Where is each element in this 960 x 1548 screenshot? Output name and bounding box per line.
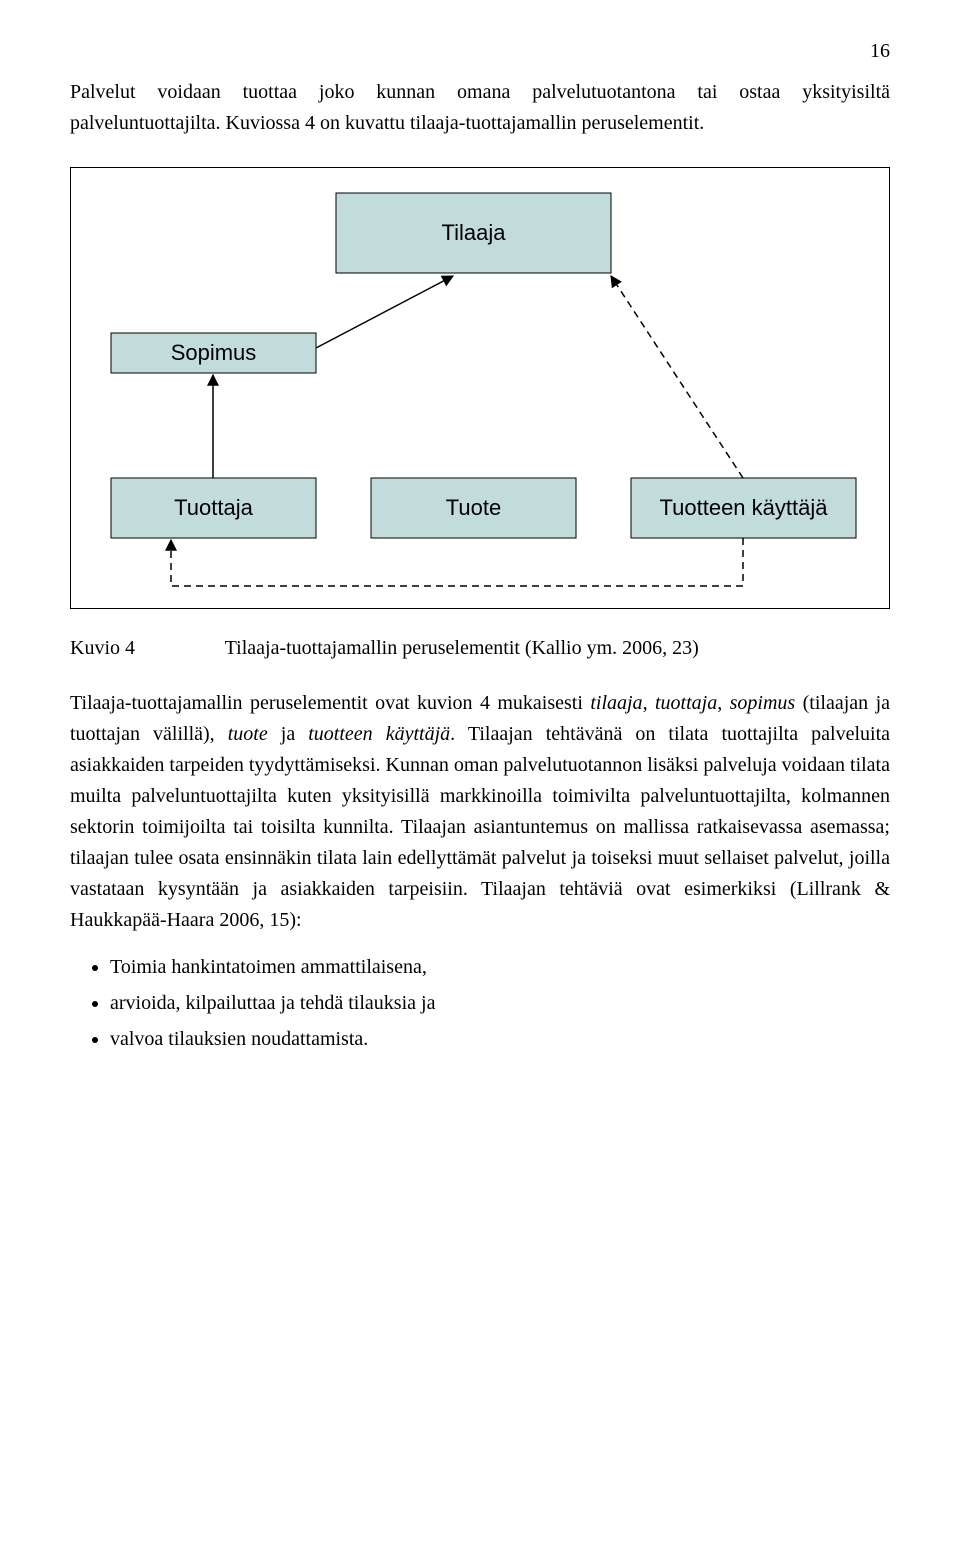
- document-page: 16 Palvelut voidaan tuottaa joko kunnan …: [0, 0, 960, 1118]
- diagram-edge: [316, 276, 453, 348]
- intro-paragraph: Palvelut voidaan tuottaa joko kunnan oma…: [70, 77, 890, 139]
- italic-term: tuottaja: [655, 692, 717, 714]
- diagram-svg: Tilaaja Sopimus Tuottaja Tuote Tuotteen käyt…: [71, 168, 881, 608]
- figure-caption: Kuvio 4 Tilaaja-tuottajamallin peruselem…: [70, 637, 890, 660]
- page-number: 16: [70, 40, 890, 63]
- diagram-node-label-tuottaja: Tuottaja: [174, 495, 253, 520]
- italic-term: tuote: [228, 723, 268, 745]
- italic-term: sopimus: [730, 692, 796, 714]
- bullet-item: valvoa tilauksien noudattamista.: [110, 1022, 890, 1056]
- diagram-node-label-sopimus: Sopimus: [171, 340, 257, 365]
- caption-text: Tilaaja-tuottajamallin peruselementit (K…: [225, 637, 699, 659]
- diagram-edge: [171, 538, 743, 586]
- bullet-list: Toimia hankintatoimen ammattilaisena,arv…: [110, 950, 890, 1056]
- diagram-edge: [611, 276, 743, 478]
- diagram-node-label-tuote: Tuote: [446, 495, 501, 520]
- main-paragraph: Tilaaja-tuottajamallin peruselementit ov…: [70, 688, 890, 936]
- figure-frame: Tilaaja Sopimus Tuottaja Tuote Tuotteen käyt…: [70, 167, 890, 609]
- bullet-item: Toimia hankintatoimen ammattilaisena,: [110, 950, 890, 984]
- caption-label: Kuvio 4: [70, 637, 220, 660]
- diagram-node-label-kayttaja: Tuotteen käyttäjä: [660, 495, 829, 520]
- bullet-item: arvioida, kilpailuttaa ja tehdä tilauksi…: [110, 986, 890, 1020]
- italic-term: tilaaja: [590, 692, 642, 714]
- diagram-node-label-tilaaja: Tilaaja: [442, 220, 507, 245]
- italic-term: tuotteen käyttäjä: [308, 723, 450, 745]
